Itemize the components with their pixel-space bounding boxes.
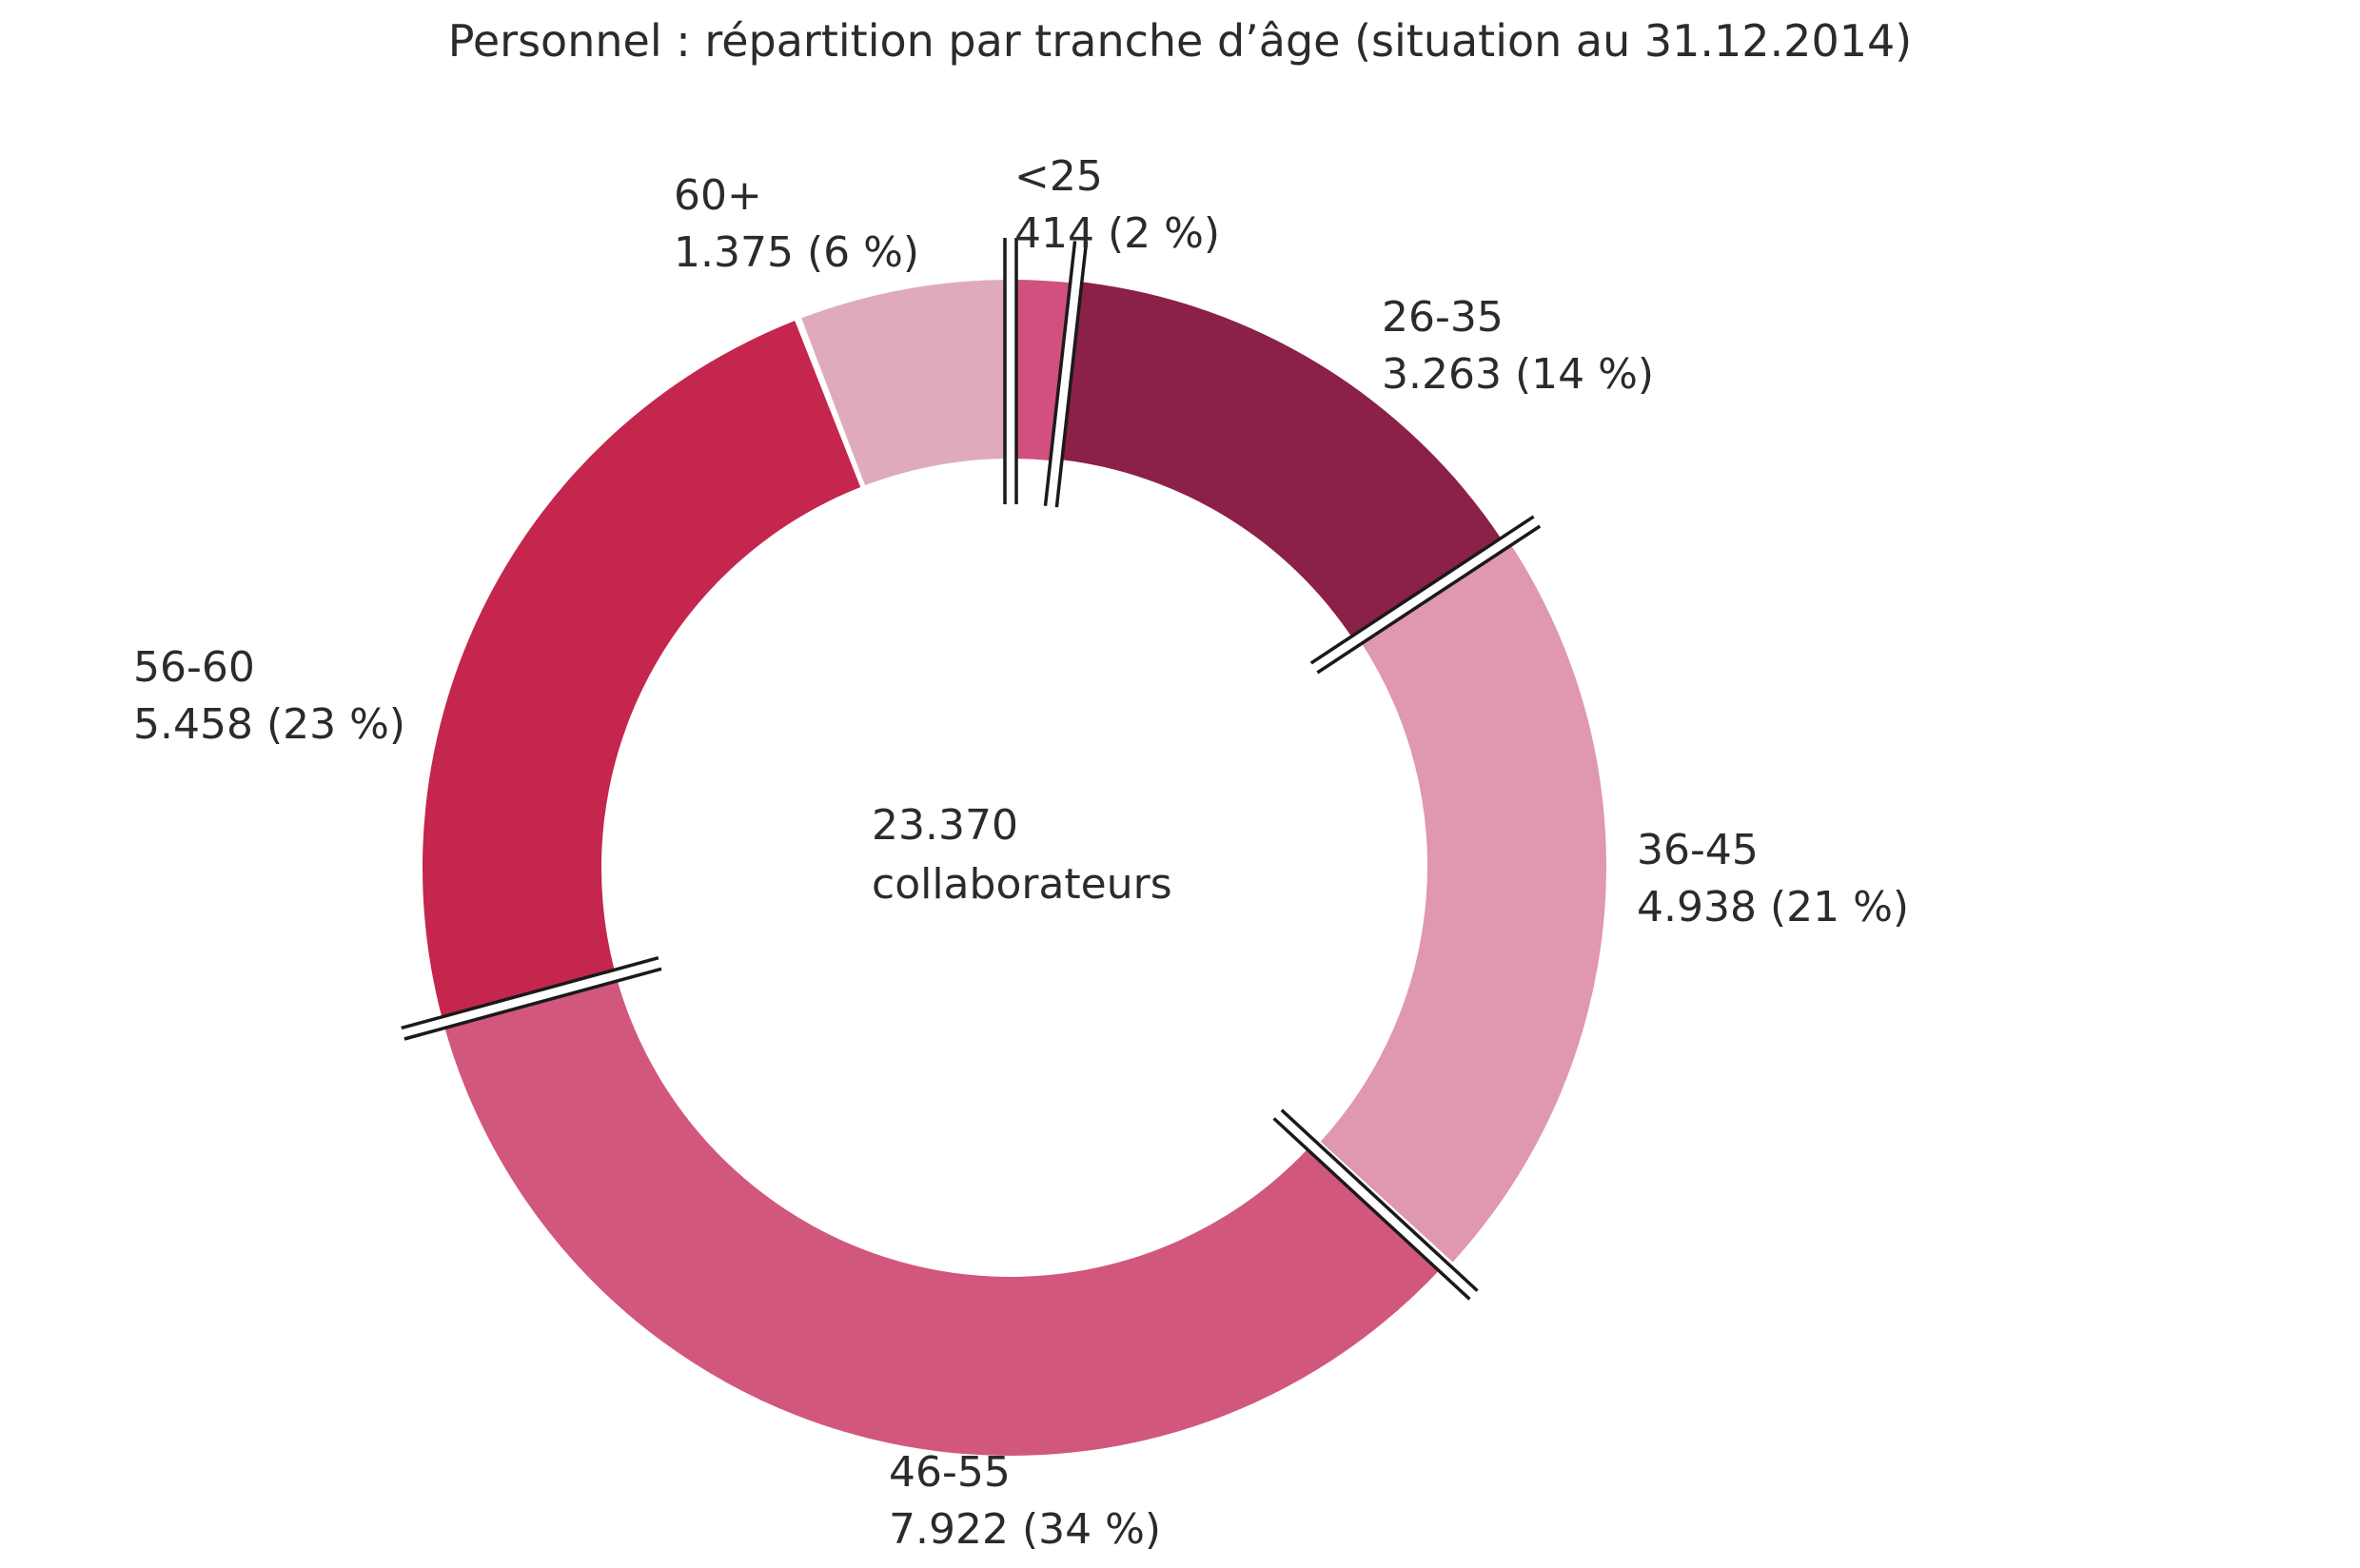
separator-gap bbox=[1044, 241, 1088, 508]
slice-60 bbox=[801, 280, 1009, 486]
chart-title: Personnel : répartition par tranche d’âg… bbox=[447, 15, 1913, 67]
slice-separators bbox=[401, 238, 1542, 1301]
slice-26-35 bbox=[1060, 282, 1503, 639]
slice-56-60 bbox=[422, 321, 861, 1020]
slice-value-label: 1.375 (6 %) bbox=[674, 228, 919, 277]
slice-value-label: 5.458 (23 %) bbox=[133, 700, 405, 749]
separator-line bbox=[1043, 241, 1077, 506]
separator-gap bbox=[1310, 516, 1541, 674]
center-total-value: 23.370 bbox=[872, 801, 1018, 850]
slice-value-label: 4.938 (21 %) bbox=[1637, 883, 1909, 931]
slice-category-label: 60+ bbox=[674, 171, 762, 220]
separator-line bbox=[401, 956, 659, 1030]
slice-category-label: 56-60 bbox=[133, 643, 255, 692]
slice-category-label: 26-35 bbox=[1382, 293, 1504, 342]
donut-slices bbox=[422, 280, 1606, 1457]
separator-line bbox=[1316, 524, 1542, 675]
slice-category-label: 46-55 bbox=[889, 1448, 1011, 1497]
separator-line bbox=[1280, 1108, 1479, 1292]
separator-line bbox=[1309, 515, 1535, 665]
center-total-caption: collaborateurs bbox=[872, 860, 1172, 909]
separator-gap bbox=[1272, 1108, 1479, 1301]
center-label: 23.370 collaborateurs bbox=[872, 801, 1172, 909]
slice-value-label: 3.263 (14 %) bbox=[1382, 350, 1654, 399]
slice-46-55 bbox=[443, 977, 1441, 1457]
separator-line bbox=[1054, 242, 1089, 508]
slice-category-label: 36-45 bbox=[1637, 826, 1759, 874]
slice-value-label: 414 (2 %) bbox=[1014, 209, 1220, 258]
separator-line bbox=[1272, 1117, 1471, 1301]
slice-36-45 bbox=[1320, 545, 1606, 1263]
slice-category-label: <25 bbox=[1014, 152, 1103, 201]
slice-value-label: 7.922 (34 %) bbox=[889, 1505, 1161, 1554]
separator-line bbox=[403, 967, 662, 1041]
separator-gap bbox=[401, 956, 662, 1040]
slice-labels: <25 414 (2 %) 26-35 3.263 (14 %) 36-45 4.938 … bbox=[133, 152, 1909, 1554]
